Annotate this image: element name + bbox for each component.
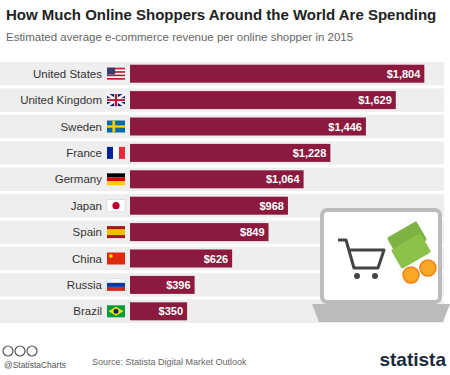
category-label: United Kingdom (20, 94, 102, 106)
flag (107, 94, 125, 106)
flag (107, 173, 125, 185)
subtitle: Estimated average e-commerce revenue per… (6, 31, 353, 43)
chart-root: How Much Online Shoppers Around the Worl… (0, 0, 450, 375)
bar (130, 276, 195, 294)
cc-icon (27, 346, 37, 356)
flag (107, 279, 125, 291)
bar (130, 250, 232, 268)
background (0, 0, 450, 375)
bar (130, 118, 366, 136)
category-label: Japan (71, 200, 102, 212)
flag (107, 226, 125, 238)
flag-part (107, 200, 125, 212)
laptop-base (312, 304, 450, 322)
bar (130, 302, 187, 320)
flag (107, 200, 125, 212)
row-band (0, 115, 444, 138)
bar (130, 223, 269, 241)
data-label: $1,064 (266, 173, 301, 185)
bar (130, 144, 330, 162)
flag-part (109, 307, 124, 316)
row-band (0, 141, 444, 164)
data-label: $1,228 (293, 147, 327, 159)
row-band (0, 88, 444, 111)
data-label: $1,629 (358, 94, 392, 106)
laptop-screen (322, 210, 440, 302)
category-label: Brazil (73, 305, 102, 317)
flag-part (107, 78, 125, 80)
title: How Much Online Shoppers Around the Worl… (6, 6, 436, 23)
flag-part (107, 305, 125, 317)
cart-wheel (372, 273, 378, 279)
category-label: Russia (67, 279, 103, 291)
flag-part (107, 253, 125, 265)
coin (420, 260, 436, 276)
flag-part (119, 147, 125, 159)
flag-part (107, 68, 115, 75)
bar (130, 170, 304, 188)
flag-part (107, 147, 113, 159)
chart: How Much Online Shoppers Around the Worl… (0, 0, 450, 375)
flag-part (107, 287, 125, 291)
bar (130, 197, 288, 215)
cart (338, 240, 384, 268)
flag-part (114, 309, 119, 314)
flag-part (107, 75, 125, 77)
flag-part (107, 121, 125, 133)
logo-bg (372, 344, 450, 375)
credit: @StatistaCharts (4, 360, 66, 370)
flag-part (112, 202, 119, 209)
category-label: Spain (73, 226, 102, 238)
flag (107, 121, 125, 133)
category-label: Germany (55, 173, 103, 185)
cc-icon (15, 346, 25, 356)
flag (107, 305, 125, 317)
row-band (0, 62, 444, 85)
flag-part (107, 94, 125, 106)
flag-part (107, 173, 125, 177)
row-band (0, 168, 444, 191)
data-label: $396 (166, 279, 190, 291)
flag-part (107, 177, 125, 181)
cart-wheel (354, 273, 360, 279)
flag-part (107, 283, 125, 287)
data-label: $1,446 (328, 121, 362, 133)
flag-part (113, 147, 119, 159)
category-label: Sweden (60, 121, 102, 133)
flag-part (107, 226, 125, 238)
flag-part (115, 94, 117, 106)
data-label: $968 (259, 200, 283, 212)
flag-part (107, 68, 125, 80)
flag-part (107, 125, 125, 127)
category-label: France (66, 147, 102, 159)
cc-icon (3, 346, 13, 356)
flag-part (109, 254, 113, 258)
data-label: $849 (240, 226, 264, 238)
flag (107, 147, 125, 159)
flag-part (107, 229, 125, 235)
flag-part (107, 94, 125, 106)
footer: @StatistaCharts Source: Statista Digital … (3, 344, 450, 375)
laptop-icon (312, 210, 450, 322)
source: Source: Statista Digital Market Outlook (92, 357, 247, 367)
flag-part (107, 181, 125, 185)
coin (403, 267, 419, 283)
category-label: China (72, 253, 103, 265)
flag-part (112, 121, 115, 133)
flag (107, 253, 125, 265)
data-label: $1,804 (387, 68, 422, 80)
bar (130, 65, 424, 83)
data-label: $626 (204, 253, 228, 265)
data-label: $350 (159, 305, 183, 317)
flag-part (107, 279, 125, 283)
flag-part (107, 94, 125, 106)
category-label: United States (33, 68, 102, 80)
flag (107, 68, 125, 80)
logo: statista (379, 349, 446, 370)
bar (130, 91, 396, 109)
